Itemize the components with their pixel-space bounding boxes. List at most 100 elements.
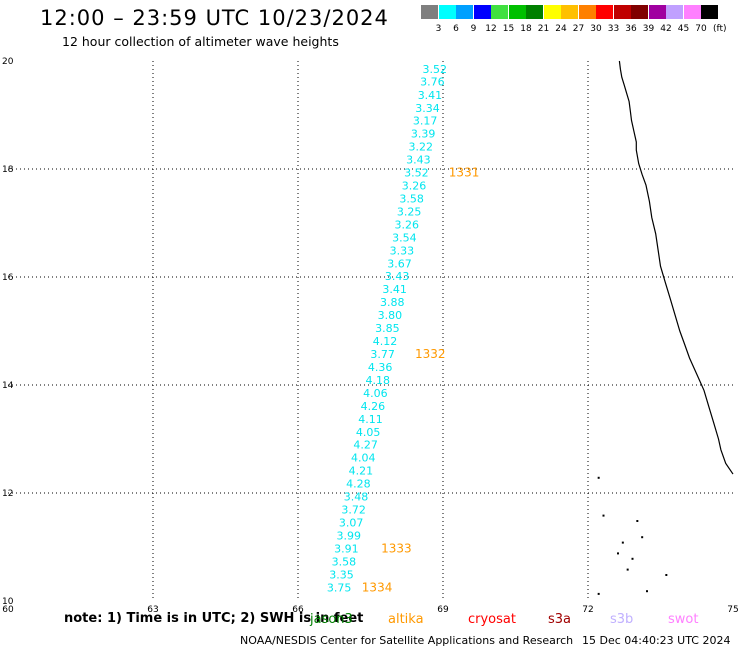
swh-value: 3.58 (399, 192, 424, 205)
legend-swatch (631, 5, 648, 19)
coastline (618, 60, 734, 475)
island (646, 590, 648, 593)
legend-label: 18 (520, 24, 532, 34)
swh-value: 3.58 (332, 555, 357, 568)
swh-value: 4.12 (373, 335, 398, 348)
swh-value: 3.26 (402, 180, 427, 193)
legend-swatch (578, 5, 596, 19)
swh-value: 3.22 (409, 141, 434, 154)
island (626, 568, 629, 571)
legend-label: 12 (485, 24, 497, 34)
swh-value: 3.25 (397, 205, 422, 218)
swh-value: 4.06 (363, 387, 388, 400)
swh-value: 3.41 (418, 89, 443, 102)
legend-label: 39 (642, 24, 655, 34)
swh-value: 3.88 (380, 296, 405, 309)
x-tick-label: 69 (437, 605, 449, 615)
legend-swatch (648, 5, 666, 19)
pass-time-label: 1334 (362, 580, 393, 594)
x-tick-label: 60 (2, 605, 14, 615)
swh-value: 4.26 (361, 400, 386, 413)
map-title: 12:00 – 23:59 UTC 10/23/2024 (40, 6, 389, 30)
swh-value: 3.85 (375, 322, 400, 335)
x-tick-label: 63 (147, 605, 158, 615)
legend-label: 33 (607, 24, 620, 34)
legend-label: 3 (435, 24, 442, 34)
island (617, 552, 619, 555)
legend-label: 36 (625, 24, 637, 34)
island (641, 536, 644, 539)
legend-swatch (491, 5, 508, 19)
y-tick-label: 20 (2, 57, 14, 67)
pass-time-label: 1332 (415, 347, 446, 361)
legend-swatch (666, 5, 683, 19)
island (602, 514, 605, 517)
swh-value: 3.33 (390, 244, 415, 257)
y-tick-label: 14 (2, 381, 14, 391)
swh-value: 4.27 (353, 439, 378, 452)
credit-line: NOAA/NESDIS Center for Satellite Applica… (240, 634, 574, 647)
island (597, 476, 600, 479)
legend-swatch (613, 5, 631, 19)
swh-value: 3.48 (344, 491, 369, 504)
swh-value: 3.41 (382, 283, 407, 296)
swh-value: 3.26 (395, 218, 420, 231)
swh-value: 3.54 (392, 231, 417, 244)
legend-label: 30 (590, 24, 602, 34)
legend-swatch (456, 5, 473, 19)
legend-label: 42 (660, 24, 672, 34)
x-tick-label: 75 (727, 605, 738, 615)
swh-value: 3.43 (406, 154, 431, 167)
island (631, 557, 634, 560)
y-tick-label: 10 (2, 597, 14, 607)
island (597, 592, 600, 595)
swh-value: 4.36 (368, 361, 393, 374)
legend-swatch (683, 5, 701, 19)
pass-time-label: 1331 (449, 166, 480, 180)
swh-value: 3.39 (411, 128, 436, 141)
satellite-label-cryosat: cryosat (468, 612, 516, 627)
swh-value: 3.17 (413, 115, 438, 128)
footer-note: note: 1) Time is in UTC; 2) SWH is in fe… (64, 611, 364, 626)
swh-value: 4.04 (351, 452, 376, 465)
satellite-label-altika: altika (388, 612, 424, 627)
y-tick-label: 12 (2, 489, 13, 499)
swh-value: 4.28 (346, 478, 371, 491)
swh-value: 3.34 (415, 102, 440, 115)
satellite-label-s3a: s3a (548, 612, 572, 627)
island (636, 520, 639, 522)
swh-value: 4.18 (366, 374, 391, 387)
legend-label: 15 (502, 24, 515, 34)
island (621, 541, 624, 544)
legend-label: 70 (695, 24, 707, 34)
pass-time-label: 1333 (381, 541, 412, 555)
y-tick-label: 18 (2, 165, 14, 175)
legend-swatch (508, 5, 526, 19)
legend-swatch (561, 5, 578, 19)
swh-value: 4.11 (358, 413, 383, 426)
legend-swatch (543, 5, 561, 19)
legend-label: 24 (555, 24, 567, 34)
swh-value: 4.05 (356, 426, 381, 439)
swh-value: 3.75 (327, 581, 352, 594)
swh-value: 3.72 (341, 504, 366, 517)
y-tick-label: 16 (2, 273, 14, 283)
legend-label: 27 (572, 24, 585, 34)
legend-swatch (526, 5, 543, 19)
swh-value: 3.52 (423, 63, 448, 76)
legend-swatch (473, 5, 491, 19)
legend-label: 9 (470, 24, 477, 34)
satellite-label-swot: swot (668, 612, 699, 627)
swh-value: 3.07 (339, 516, 364, 529)
swh-value: 4.21 (349, 465, 374, 478)
swh-value: 3.99 (337, 529, 362, 542)
legend-swatch (421, 5, 438, 19)
swh-value: 3.80 (378, 309, 403, 322)
map-subtitle: 12 hour collection of altimeter wave hei… (62, 34, 339, 49)
swh-value: 3.35 (329, 568, 354, 581)
legend-label: 21 (537, 24, 550, 34)
x-tick-label: 72 (582, 605, 593, 615)
legend-label: 45 (677, 24, 690, 34)
satellite-label-s3b: s3b (610, 612, 634, 627)
